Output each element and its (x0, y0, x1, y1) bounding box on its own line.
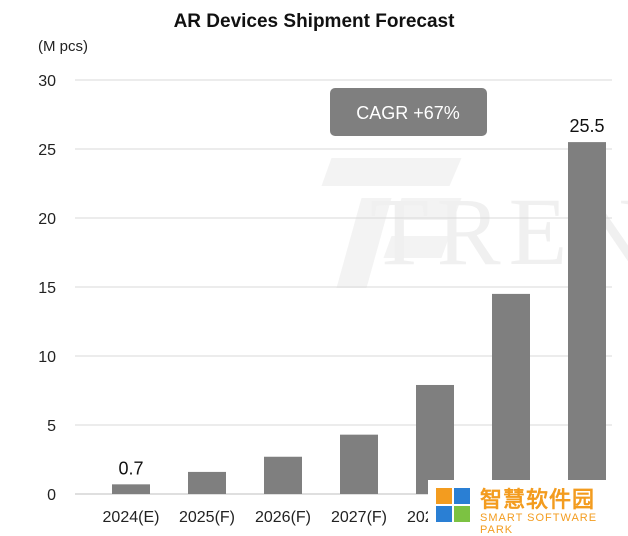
y-tick-label: 20 (38, 211, 56, 228)
y-tick-label: 30 (38, 73, 56, 90)
logo-icon (436, 488, 470, 522)
y-tick-label: 0 (47, 487, 56, 504)
watermark-logo (321, 158, 462, 288)
bar (112, 484, 150, 494)
chart-title: AR Devices Shipment Forecast (173, 11, 455, 32)
cagr-annotation-box (330, 88, 487, 136)
x-tick-label: 2027(F) (331, 509, 387, 526)
y-tick-label: 5 (47, 418, 56, 435)
x-tick-label: 2026(F) (255, 509, 311, 526)
logo-overlay: 智慧软件园 SMART SOFTWARE PARK (428, 480, 628, 536)
data-label: 25.5 (569, 116, 604, 136)
y-tick-label: 25 (38, 142, 56, 159)
x-tick-label: 2024(E) (103, 509, 160, 526)
cagr-annotation-text: CAGR +67% (356, 103, 460, 123)
logo-text-en: SMART SOFTWARE PARK (480, 512, 598, 536)
bar (340, 434, 378, 494)
data-label: 0.7 (118, 458, 143, 478)
logo-text-cn: 智慧软件园 (480, 488, 596, 513)
y-unit-label: (M pcs) (38, 38, 88, 55)
bar (416, 384, 454, 494)
y-tick-label: 10 (38, 349, 56, 366)
bar (568, 142, 606, 494)
bar (492, 293, 530, 494)
y-tick-label: 15 (38, 280, 56, 297)
x-tick-label: 2025(F) (179, 509, 235, 526)
bar (264, 456, 302, 494)
bar (188, 471, 226, 494)
